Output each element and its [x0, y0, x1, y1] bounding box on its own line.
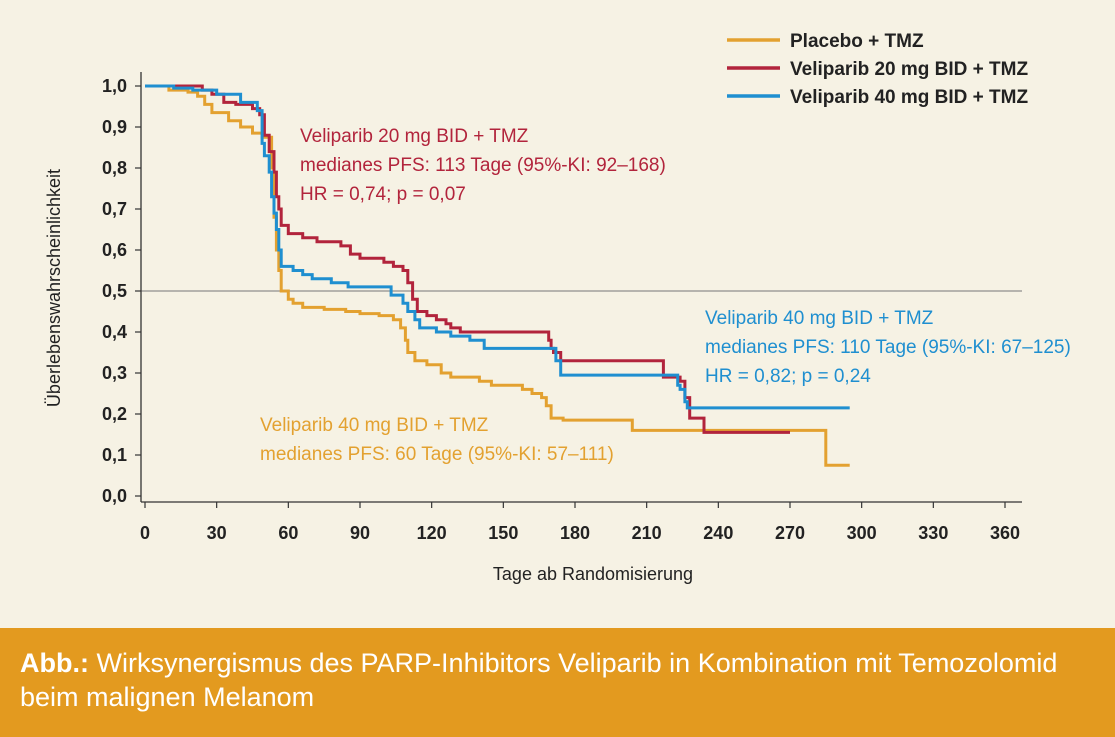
legend-label-1: Veliparib 20 mg BID + TMZ [790, 59, 1028, 80]
x-tick-label: 180 [560, 523, 590, 543]
x-tick-label: 60 [278, 523, 298, 543]
annotation-0-line-1: medianes PFS: 113 Tage (95%-KI: 92–168) [300, 155, 666, 176]
chart-legend: Placebo + TMZ Veliparib 20 mg BID + TMZ Ve… [727, 31, 1028, 108]
caption-text: Wirksynergismus des PARP-Inhibitors Veli… [20, 648, 1058, 712]
annotation-1-line-0: Veliparib 40 mg BID + TMZ [705, 308, 934, 329]
x-tick-label: 120 [417, 523, 447, 543]
x-tick-label: 270 [775, 523, 805, 543]
x-tick-label: 30 [207, 523, 227, 543]
x-tick-label: 240 [703, 523, 733, 543]
annotation-2-line-1: medianes PFS: 60 Tage (95%-KI: 57–111) [260, 444, 614, 465]
chart-series [145, 84, 850, 467]
chart-annotations: Veliparib 20 mg BID + TMZ medianes PFS: 1… [260, 126, 1071, 465]
y-tick-label: 1,0 [102, 76, 127, 96]
caption-prefix: Abb.: [20, 648, 89, 678]
x-tick-label: 150 [488, 523, 518, 543]
y-tick-label: 0,6 [102, 240, 127, 260]
legend-label-0: Placebo + TMZ [790, 31, 924, 52]
annotation-0-line-2: HR = 0,74; p = 0,07 [300, 184, 466, 205]
annotation-2-line-0: Veliparib 40 mg BID + TMZ [260, 415, 489, 436]
x-tick-label: 300 [847, 523, 877, 543]
x-tick-label: 90 [350, 523, 370, 543]
annotation-1-line-1: medianes PFS: 110 Tage (95%-KI: 67–125) [705, 337, 1071, 358]
figure-caption: Abb.: Wirksynergismus des PARP-Inhibitor… [0, 628, 1115, 737]
y-tick-label: 0,5 [102, 281, 127, 301]
y-tick-label: 0,2 [102, 404, 127, 424]
annotation-0-line-0: Veliparib 20 mg BID + TMZ [300, 126, 529, 147]
y-tick-label: 0,7 [102, 199, 127, 219]
y-tick-label: 0,9 [102, 117, 127, 137]
y-tick-label: 0,3 [102, 363, 127, 383]
x-axis-title: Tage ab Randomisierung [493, 564, 693, 584]
series-line-2 [145, 84, 850, 410]
y-axis-title: Überlebenswahrscheinlichkeit [44, 169, 64, 407]
legend-label-2: Veliparib 40 mg BID + TMZ [790, 87, 1028, 108]
y-tick-label: 0,0 [102, 486, 127, 506]
y-tick-label: 0,4 [102, 322, 127, 342]
series-line-0 [145, 84, 850, 467]
x-tick-label: 0 [140, 523, 150, 543]
y-tick-label: 0,8 [102, 158, 127, 178]
x-tick-label: 330 [918, 523, 948, 543]
x-tick-label: 360 [990, 523, 1020, 543]
survival-chart: 0,0 0,1 0,2 0,3 0,4 0,5 0,6 0,7 0,8 0,9 1,0 0 30 60 90… [44, 31, 1071, 584]
x-tick-label: 210 [632, 523, 662, 543]
chart-axes: 0,0 0,1 0,2 0,3 0,4 0,5 0,6 0,7 0,8 0,9 1,0 0 30 60 90… [44, 72, 1022, 584]
y-tick-label: 0,1 [102, 445, 127, 465]
annotation-1-line-2: HR = 0,82; p = 0,24 [705, 366, 871, 387]
